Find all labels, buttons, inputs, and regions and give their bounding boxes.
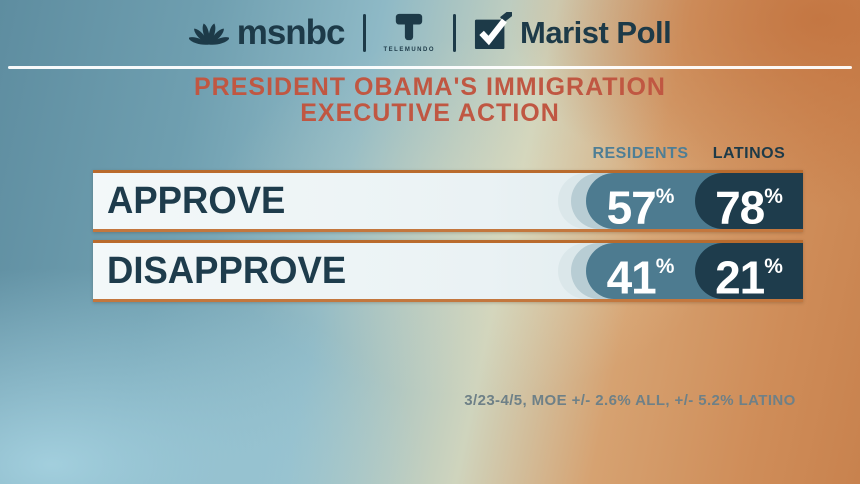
residents-value: 41% (586, 243, 695, 305)
latinos-value: 21% (695, 243, 803, 305)
msnbc-logo: msnbc (187, 13, 346, 53)
residents-value: 57% (586, 173, 695, 235)
telemundo-logo: TELEMUNDO (384, 13, 436, 53)
percent-sign: % (655, 185, 675, 208)
methodology-footnote: 3/23-4/5, MOE +/- 2.6% ALL, +/- 5.2% LAT… (464, 392, 796, 409)
percent-sign: % (655, 255, 675, 278)
row-label: DISAPPROVE (107, 250, 347, 292)
column-header-residents: RESIDENTS (592, 145, 689, 162)
nbc-peacock-icon (187, 16, 230, 51)
latinos-number: 78 (715, 181, 765, 234)
poll-row-disapprove: DISAPPROVE 41% 21% (93, 240, 803, 305)
latinos-number: 21 (715, 251, 765, 304)
marist-wordmark: Marist Poll (520, 15, 672, 50)
logo-separator (362, 14, 366, 52)
network-logo-bar: msnbc TELEMUNDO Marist Poll (0, 0, 860, 66)
latinos-value: 78% (695, 173, 803, 235)
latinos-value-pill (695, 243, 803, 299)
percent-sign: % (764, 255, 783, 278)
percent-sign: % (764, 185, 783, 208)
logo-separator (453, 14, 457, 52)
title-line-2: EXECUTIVE ACTION (300, 99, 560, 127)
page-title: PRESIDENT OBAMA'S IMMIGRATION EXECUTIVE … (0, 74, 860, 126)
marist-check-icon (474, 8, 514, 55)
column-header-latinos: LATINOS (712, 145, 786, 162)
residents-number: 57 (606, 181, 657, 234)
title-line-1: PRESIDENT OBAMA'S IMMIGRATION (194, 73, 666, 101)
telemundo-t-icon (394, 13, 424, 46)
telemundo-wordmark: TELEMUNDO (383, 47, 436, 53)
msnbc-wordmark: msnbc (236, 13, 346, 52)
row-label: APPROVE (107, 180, 286, 222)
header-divider-line (8, 66, 852, 69)
poll-row-approve: APPROVE 57% 78% (93, 170, 803, 235)
residents-number: 41 (606, 251, 657, 304)
marist-poll-logo: Marist Poll (474, 8, 672, 55)
latinos-value-pill (695, 173, 803, 229)
column-headers: RESIDENTS LATINOS (93, 144, 803, 164)
